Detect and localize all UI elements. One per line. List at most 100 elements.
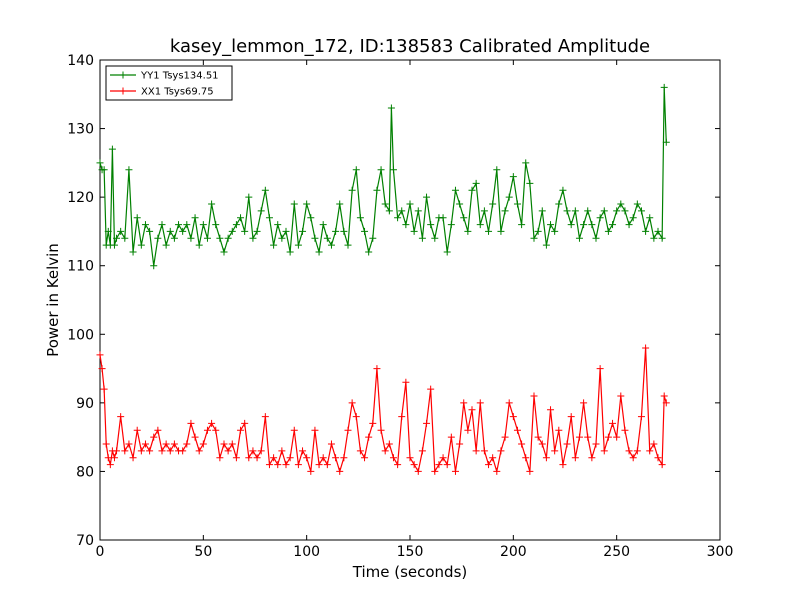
data-point — [588, 454, 596, 462]
data-point — [166, 447, 174, 455]
data-point — [609, 221, 617, 229]
data-point — [232, 221, 240, 229]
data-point — [96, 159, 104, 167]
data-point — [344, 241, 352, 249]
legend-label: XX1 Tsys69.75 — [141, 87, 214, 98]
data-point — [658, 234, 666, 242]
data-point — [104, 454, 112, 462]
data-point — [575, 433, 583, 441]
data-point — [617, 200, 625, 208]
data-point — [162, 241, 170, 249]
data-point — [497, 447, 505, 455]
data-point — [245, 454, 253, 462]
data-point — [261, 186, 269, 194]
data-point — [100, 385, 108, 393]
data-point — [555, 426, 563, 434]
data-point — [592, 234, 600, 242]
data-point — [175, 221, 183, 229]
data-point — [323, 234, 331, 242]
data-point — [534, 227, 542, 235]
data-point — [414, 207, 422, 215]
data-point — [456, 200, 464, 208]
data-point — [203, 234, 211, 242]
data-point — [315, 248, 323, 256]
y-tick-label: 110 — [67, 259, 94, 275]
data-point — [352, 166, 360, 174]
data-point — [110, 454, 118, 462]
data-point — [447, 433, 455, 441]
data-point — [253, 227, 261, 235]
data-point — [563, 440, 571, 448]
data-point — [596, 365, 604, 373]
data-point — [468, 186, 476, 194]
data-point — [609, 419, 617, 427]
data-point — [387, 104, 395, 112]
data-point — [265, 461, 273, 469]
data-point — [319, 454, 327, 462]
data-point — [282, 461, 290, 469]
data-point — [117, 227, 125, 235]
data-point — [365, 248, 373, 256]
y-tick-label: 100 — [67, 327, 94, 343]
data-point — [299, 227, 307, 235]
data-point — [509, 173, 517, 181]
data-point — [348, 186, 356, 194]
data-point — [493, 467, 501, 475]
data-point — [625, 447, 633, 455]
data-point — [113, 447, 121, 455]
legend-swatch-marker — [119, 71, 127, 79]
data-point — [394, 461, 402, 469]
data-point — [340, 454, 348, 462]
y-tick-label: 70 — [76, 533, 94, 549]
data-point — [451, 186, 459, 194]
data-point — [600, 207, 608, 215]
data-point — [117, 413, 125, 421]
data-point — [584, 207, 592, 215]
data-point — [625, 221, 633, 229]
data-point — [418, 234, 426, 242]
data-point — [356, 447, 364, 455]
data-point — [650, 440, 658, 448]
data-point — [336, 200, 344, 208]
data-point — [98, 365, 106, 373]
data-point — [158, 447, 166, 455]
data-point — [158, 221, 166, 229]
data-point — [352, 413, 360, 421]
data-point — [646, 447, 654, 455]
data-point — [451, 467, 459, 475]
data-point — [580, 399, 588, 407]
data-point — [621, 426, 629, 434]
data-point — [518, 221, 526, 229]
data-point — [534, 433, 542, 441]
chart-title: kasey_lemmon_172, ID:138583 Calibrated A… — [170, 36, 650, 57]
data-point — [373, 365, 381, 373]
data-point — [538, 207, 546, 215]
data-point — [361, 227, 369, 235]
data-point — [199, 440, 207, 448]
data-point — [356, 214, 364, 222]
data-point — [299, 447, 307, 455]
data-point — [518, 440, 526, 448]
data-point — [567, 413, 575, 421]
data-point — [654, 227, 662, 235]
data-point — [129, 248, 137, 256]
y-axis-label: Power in Kelvin — [44, 243, 62, 357]
data-point — [547, 406, 555, 414]
data-point — [278, 234, 286, 242]
axis-ticks: 0 50 100 150 200 250 300 70 80 90 100 110 120 130 140 — [67, 53, 733, 560]
data-point — [110, 241, 118, 249]
data-point — [286, 248, 294, 256]
data-point — [113, 234, 121, 242]
data-point — [212, 426, 220, 434]
data-point — [563, 207, 571, 215]
data-point — [460, 399, 468, 407]
data-point — [294, 241, 302, 249]
data-point — [183, 221, 191, 229]
data-point — [555, 200, 563, 208]
data-point — [385, 440, 393, 448]
data-point — [464, 426, 472, 434]
data-point — [228, 227, 236, 235]
data-point — [551, 227, 559, 235]
data-point — [245, 193, 253, 201]
data-point — [629, 214, 637, 222]
